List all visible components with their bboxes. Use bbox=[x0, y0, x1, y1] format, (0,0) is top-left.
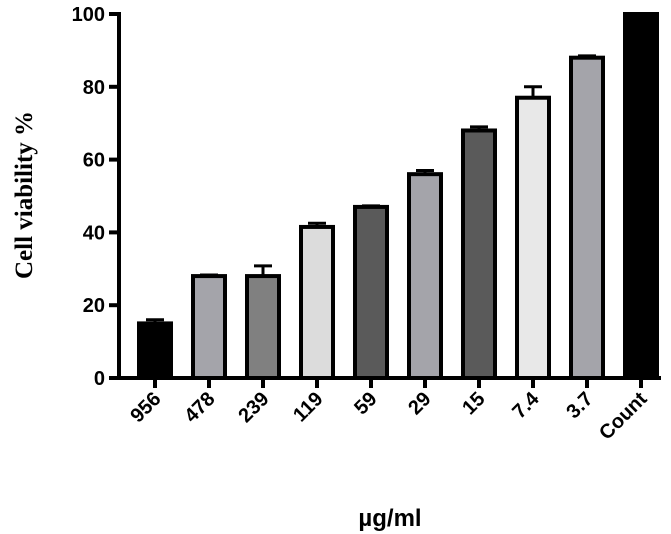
x-tick-label-7.4: 7.4 bbox=[508, 387, 544, 423]
y-tick-label-60: 60 bbox=[83, 150, 105, 172]
y-tick-label-80: 80 bbox=[83, 77, 105, 99]
y-tick-label-40: 40 bbox=[83, 222, 105, 244]
y-tick-label-100: 100 bbox=[72, 4, 105, 26]
bar-59 bbox=[353, 204, 389, 380]
x-tick-label-Count: Count bbox=[595, 388, 652, 445]
bar-3.7 bbox=[569, 55, 605, 381]
y-axis-label: Cell viability % bbox=[11, 111, 38, 279]
bar-15 bbox=[461, 128, 497, 380]
bar-29 bbox=[407, 172, 443, 380]
y-tick-label-0: 0 bbox=[94, 368, 105, 390]
bar-7.4 bbox=[515, 95, 551, 380]
bar-239 bbox=[245, 274, 281, 380]
x-tick-label-59: 59 bbox=[350, 388, 381, 419]
bar-Count bbox=[623, 12, 659, 380]
bar-478 bbox=[191, 274, 227, 380]
x-tick-label-119: 119 bbox=[289, 388, 327, 426]
x-tick-label-478: 478 bbox=[180, 388, 219, 427]
bar-119 bbox=[299, 224, 335, 380]
x-tick-label-956: 956 bbox=[126, 388, 165, 427]
x-tick-label-239: 239 bbox=[234, 388, 273, 427]
bar-956 bbox=[137, 321, 173, 380]
x-axis-label: µg/ml bbox=[358, 505, 421, 532]
bars-group bbox=[137, 12, 659, 381]
x-tick-label-15: 15 bbox=[458, 388, 489, 419]
y-tick-label-20: 20 bbox=[83, 295, 105, 317]
x-tick-label-29: 29 bbox=[404, 388, 435, 419]
x-tick-label-3.7: 3.7 bbox=[562, 388, 597, 423]
